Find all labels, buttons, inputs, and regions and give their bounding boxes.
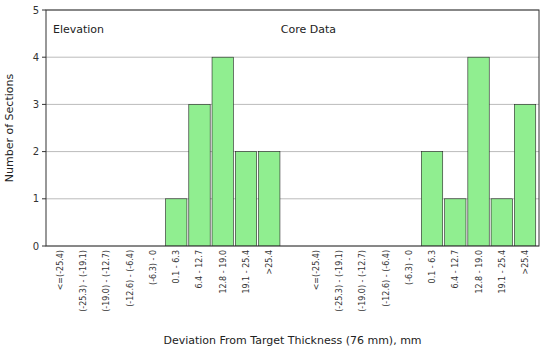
- bar: [212, 57, 233, 246]
- tick-mark: [42, 246, 46, 247]
- x-tick-label: 0.1 - 6.3: [172, 250, 181, 283]
- x-tick-label: 12.8 - 19.0: [219, 250, 228, 294]
- y-tick-label: 4: [33, 52, 39, 63]
- y-tick-label: 2: [33, 146, 39, 157]
- grid-line: [46, 57, 539, 58]
- x-tick-label: >25.4: [521, 250, 530, 275]
- x-tick-label: 6.4 - 12.7: [451, 250, 460, 289]
- x-tick-label: (-6.3) - 0: [405, 250, 414, 285]
- tick-mark: [42, 198, 46, 199]
- y-tick-label: 0: [33, 241, 39, 252]
- x-tick-label: <=(-25.4): [312, 250, 321, 290]
- bar: [445, 199, 466, 246]
- x-tick-label: (-19.0) - (-12.7): [102, 250, 111, 312]
- bar: [189, 104, 210, 246]
- bar: [491, 199, 512, 246]
- annotation: Core Data: [281, 23, 336, 36]
- x-tick-label: 12.8 - 19.0: [475, 250, 484, 294]
- x-tick-label: >25.4: [265, 250, 274, 275]
- y-tick-label: 5: [33, 5, 39, 16]
- grid-line: [46, 151, 539, 152]
- annotation: Elevation: [53, 23, 104, 36]
- bar: [166, 199, 187, 246]
- grid-line: [46, 104, 539, 105]
- x-tick-label: <=(-25.4): [56, 250, 65, 290]
- y-axis-label: Number of Sections: [3, 74, 16, 183]
- x-tick-label: (-25.3) - (-19.1): [335, 250, 344, 312]
- bar: [468, 57, 489, 246]
- x-tick-label: (-12.6) - (-6.4): [382, 250, 391, 307]
- y-tick-label: 1: [33, 193, 39, 204]
- bar: [421, 152, 442, 246]
- plot-frame: [46, 10, 539, 246]
- y-tick-label: 3: [33, 99, 39, 110]
- x-tick-label: (-25.3) - (-19.1): [79, 250, 88, 312]
- tick-mark: [42, 104, 46, 105]
- x-tick-label: 6.4 - 12.7: [195, 250, 204, 289]
- bars: [166, 57, 536, 246]
- bar: [235, 152, 256, 246]
- chart: 0 1 2 3 4 5 <=(-25.4) (-25.3) - (-19.1) (-19.0) …: [0, 0, 549, 350]
- x-tick-label: 0.1 - 6.3: [428, 250, 437, 283]
- x-tick-label: 19.1 - 25.4: [498, 250, 507, 294]
- x-axis-label: Deviation From Target Thickness (76 mm),…: [163, 334, 421, 347]
- x-tick-label: (-12.6) - (-6.4): [126, 250, 135, 307]
- x-tick-label: 19.1 - 25.4: [242, 250, 251, 294]
- bar: [259, 152, 280, 246]
- tick-mark: [42, 151, 46, 152]
- x-tick-label: (-6.3) - 0: [149, 250, 158, 285]
- tick-mark: [42, 10, 46, 11]
- bar: [514, 104, 535, 246]
- x-tick-label: (-19.0) - (-12.7): [358, 250, 367, 312]
- tick-mark: [42, 57, 46, 58]
